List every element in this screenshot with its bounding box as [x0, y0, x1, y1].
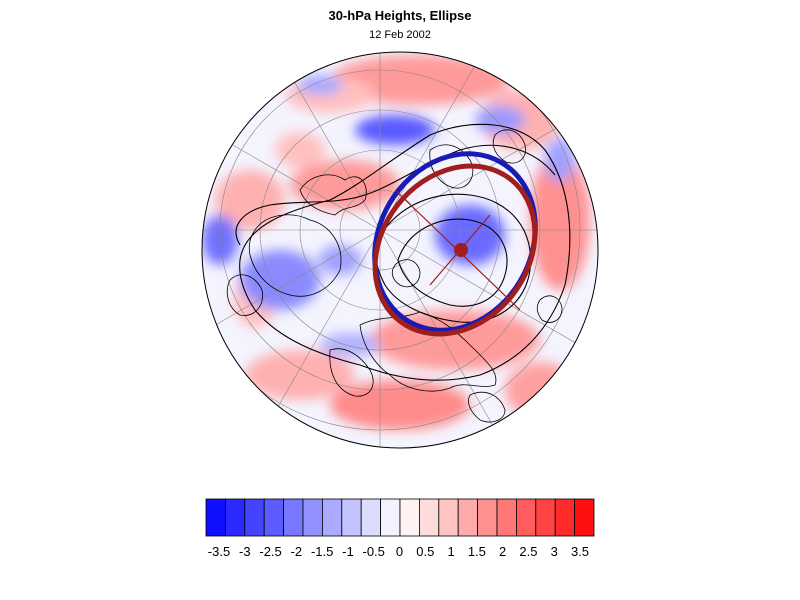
colorbar-tick-label: -2.5 — [259, 544, 281, 559]
colorbar-tick-label: -3.5 — [208, 544, 230, 559]
graticule-grid — [202, 52, 598, 448]
colorbar-swatch — [457, 498, 479, 537]
colorbar-swatch — [244, 498, 265, 537]
colorbar-tick-label: -2 — [291, 544, 303, 559]
meridian-line — [202, 229, 381, 381]
colorbar-swatch — [341, 498, 362, 537]
colorbar-swatch — [224, 498, 246, 537]
map-date: 12 Feb 2002 — [369, 29, 431, 41]
colorbar-swatch — [302, 498, 323, 537]
map-title: 30-hPa Heights, Ellipse — [328, 8, 472, 23]
colorbar-swatch — [535, 498, 556, 537]
colorbar-swatch — [477, 498, 498, 537]
colorbar-tick-label: 0.5 — [416, 544, 434, 559]
colorbar-tick-label: 1.5 — [468, 544, 486, 559]
colorbar-tick-label: 3 — [551, 544, 558, 559]
colorbar-tick-label: 2.5 — [519, 544, 537, 559]
meridian-line — [379, 52, 531, 231]
colorbar-swatch — [321, 498, 343, 537]
colorbar-swatch — [263, 498, 285, 537]
meridian-line — [229, 52, 381, 231]
colorbar-swatch — [418, 498, 440, 537]
colorbar-swatch — [380, 498, 401, 537]
red-ellipse — [372, 163, 538, 337]
vortex-ellipses — [372, 151, 538, 337]
colorbar-tick-label: -1 — [342, 544, 354, 559]
colorbar-swatch — [554, 498, 576, 537]
colorbar-swatch — [283, 498, 304, 537]
colorbar-swatch — [516, 498, 537, 537]
colorbar-swatch — [399, 498, 420, 537]
colorbar-swatch — [574, 498, 595, 537]
colorbar-tick-label: -0.5 — [363, 544, 385, 559]
colorbar-swatch — [205, 498, 226, 537]
colorbar-tick-label: 3.5 — [571, 544, 589, 559]
colorbar-tick-label: 2 — [499, 544, 506, 559]
colorbar-tick-label: -3 — [239, 544, 251, 559]
colorbar-tick-label: 0 — [396, 544, 403, 559]
globe-outline — [201, 51, 599, 449]
height-contours — [235, 123, 571, 381]
colorbar-swatch — [438, 498, 459, 537]
colorbar-swatch — [360, 498, 382, 537]
vortex-center-dot — [454, 243, 468, 257]
colorbar-swatch — [496, 498, 517, 537]
colorbar-tick-label: -1.5 — [311, 544, 333, 559]
meridian-line — [202, 79, 381, 231]
colorbar-tick-label: 1 — [447, 544, 454, 559]
